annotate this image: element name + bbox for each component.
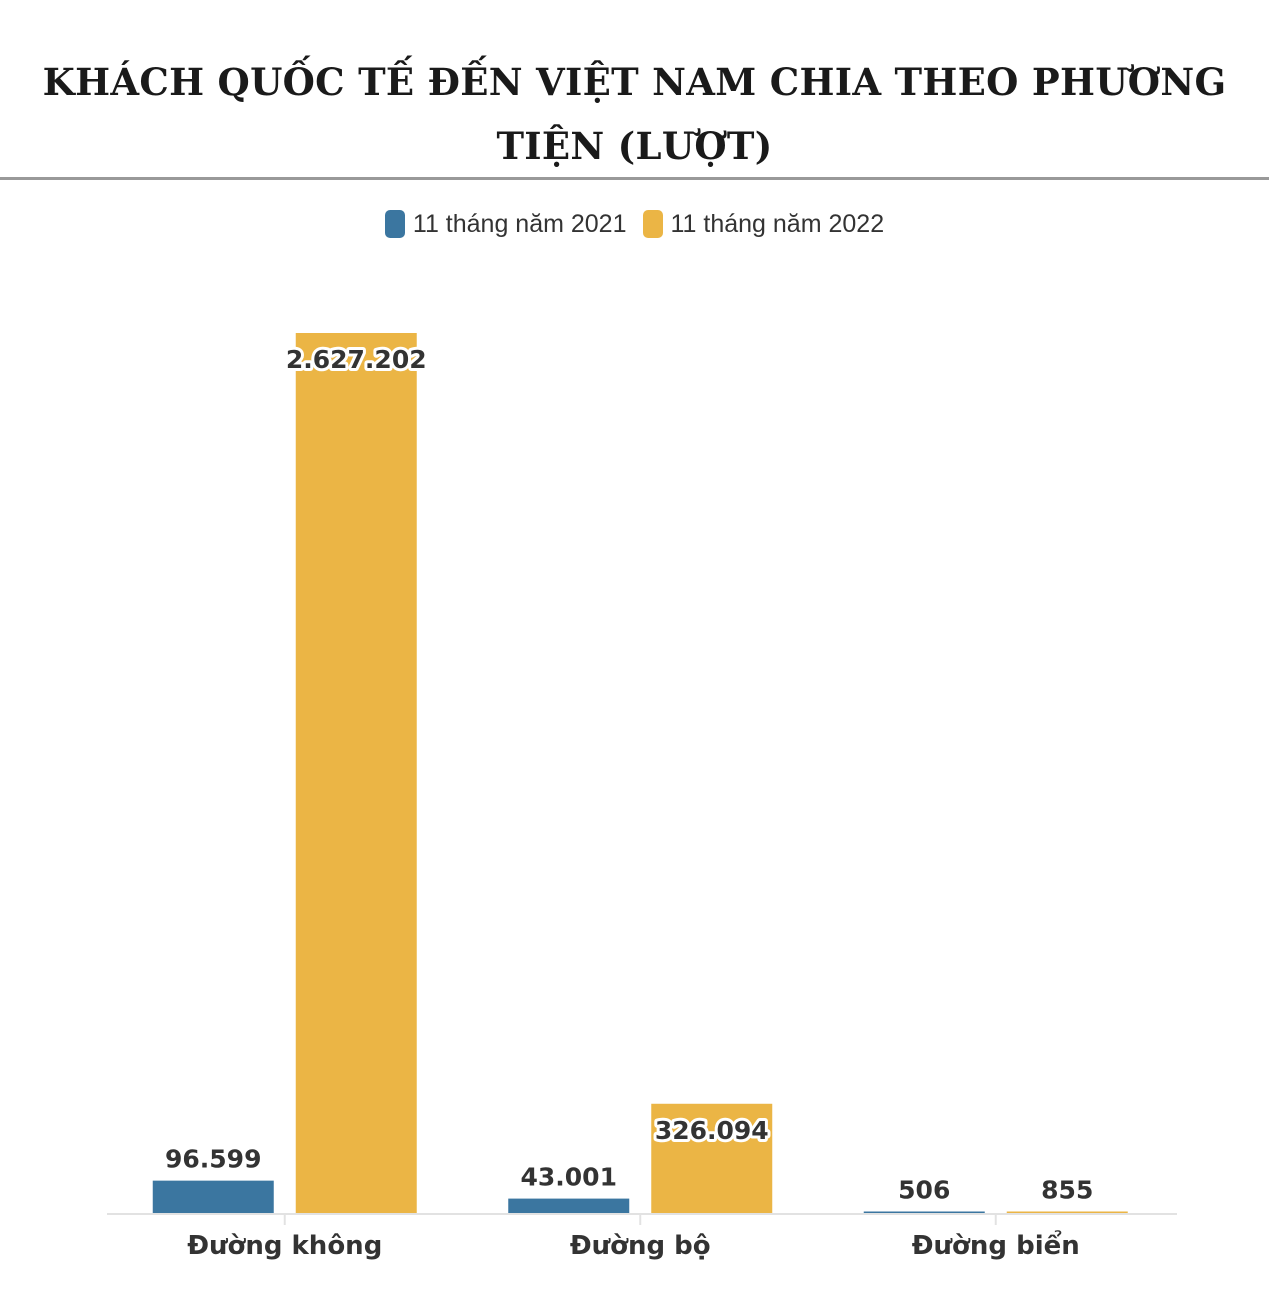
data-label: 506 — [898, 1176, 950, 1205]
legend-swatch-2022 — [642, 210, 663, 238]
legend-label-2021: 11 tháng năm 2021 — [412, 209, 627, 238]
x-tick-label: Đường bộ — [570, 1231, 711, 1261]
legend-item-2021[interactable]: 11 tháng năm 2021 — [384, 209, 627, 239]
chart-title: KHÁCH QUỐC TẾ ĐẾN VIỆT NAM CHIA THEO PHƯ… — [42, 60, 1227, 168]
bar-2021-2[interactable] — [863, 1211, 985, 1214]
legend: 11 tháng năm 2021 11 tháng năm 2022 — [0, 206, 1269, 242]
bar-2022-0[interactable] — [295, 333, 417, 1213]
x-tick-label: Đường không — [187, 1231, 382, 1261]
bar-2021-0[interactable] — [152, 1180, 274, 1213]
bar-2022-2[interactable] — [1006, 1211, 1128, 1214]
legend-item-2022[interactable]: 11 tháng năm 2022 — [642, 209, 885, 239]
title-divider — [0, 177, 1269, 180]
legend-label-2022: 11 tháng năm 2022 — [670, 209, 885, 238]
bar-2021-1[interactable] — [508, 1198, 630, 1213]
bar-2022-1[interactable] — [651, 1103, 773, 1213]
data-label: 855 — [1041, 1176, 1093, 1205]
data-label: 326.094 — [655, 1116, 769, 1145]
data-label: 43.001 — [521, 1163, 617, 1192]
data-label: 2.627.202 — [286, 345, 427, 374]
data-label: 96.599 — [165, 1145, 261, 1174]
x-tick-label: Đường biển — [912, 1228, 1080, 1261]
legend-swatch-2021 — [384, 210, 405, 238]
